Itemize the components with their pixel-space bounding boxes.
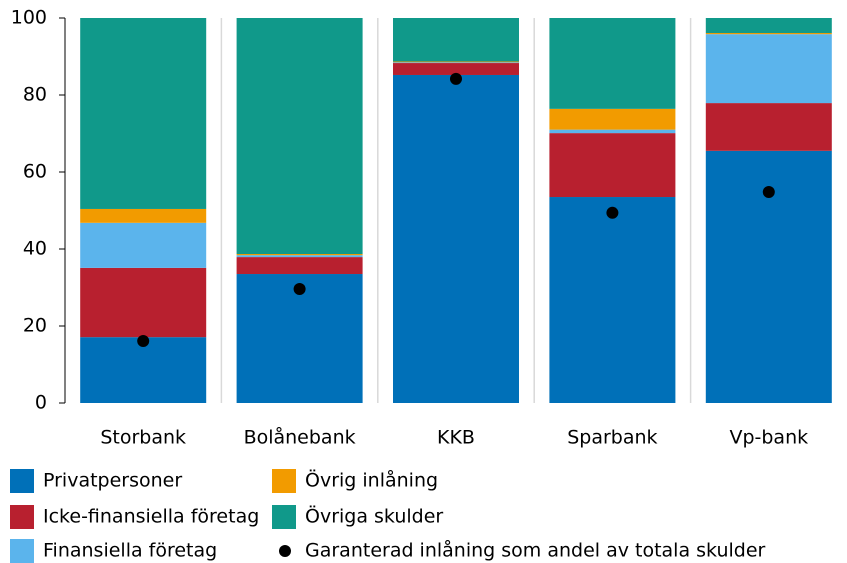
bar-segment: [80, 337, 207, 403]
bar-segment: [549, 133, 676, 198]
y-tick-label: 100: [11, 7, 47, 29]
bar-segment: [236, 257, 363, 275]
bar-segment: [393, 74, 519, 403]
legend-marker: [279, 545, 291, 557]
bar-segment: [549, 18, 676, 109]
point-marker: [606, 206, 619, 219]
y-tick-label: 80: [23, 84, 47, 106]
point-marker: [762, 186, 775, 199]
bar-segment: [549, 129, 676, 134]
x-tick-label: Vp-bank: [729, 427, 808, 449]
x-tick-label: Sparbank: [567, 427, 657, 449]
y-tick-label: 20: [23, 315, 47, 337]
legend-label: Privatpersoner: [43, 470, 182, 492]
y-tick-label: 0: [35, 392, 47, 414]
bar-segment: [236, 18, 363, 255]
bar-segment: [393, 63, 519, 75]
legend-swatch: [272, 505, 296, 529]
legend-label: Övrig inlåning: [305, 469, 438, 492]
bar-segment: [705, 18, 832, 34]
y-tick-label: 40: [23, 238, 47, 260]
bar-segment: [80, 208, 207, 223]
bar-segment: [236, 254, 363, 256]
legend-label: Övriga skulder: [305, 505, 443, 528]
x-tick-label: Storbank: [100, 427, 186, 449]
bar-segment: [549, 197, 676, 403]
x-tick-label: Bolånebank: [244, 426, 356, 449]
legend-swatch: [10, 539, 34, 563]
legend-label: Garanterad inlåning som andel av totala …: [305, 539, 766, 562]
legend-swatch: [10, 505, 34, 529]
bar-segment: [705, 34, 832, 104]
bar-segment: [236, 274, 363, 403]
bar-segment: [705, 103, 832, 151]
bar-segment: [393, 18, 519, 62]
legend-label: Icke-finansiella företag: [43, 506, 259, 528]
bar-segment: [80, 18, 207, 209]
bar-segment: [80, 267, 207, 338]
x-tick-label: KKB: [437, 427, 475, 449]
bar-segment: [80, 222, 207, 268]
legend-label: Finansiella företag: [43, 540, 217, 562]
y-tick-label: 60: [23, 161, 47, 183]
legend-swatch: [10, 469, 34, 493]
bar-segment: [393, 61, 519, 63]
bar-segment: [236, 255, 363, 258]
point-marker: [450, 72, 462, 85]
point-marker: [293, 283, 306, 296]
bar-segment: [393, 62, 519, 64]
point-marker: [137, 335, 150, 348]
legend-swatch: [272, 469, 296, 493]
bar-segment: [549, 108, 676, 130]
bar-segment: [705, 33, 832, 35]
